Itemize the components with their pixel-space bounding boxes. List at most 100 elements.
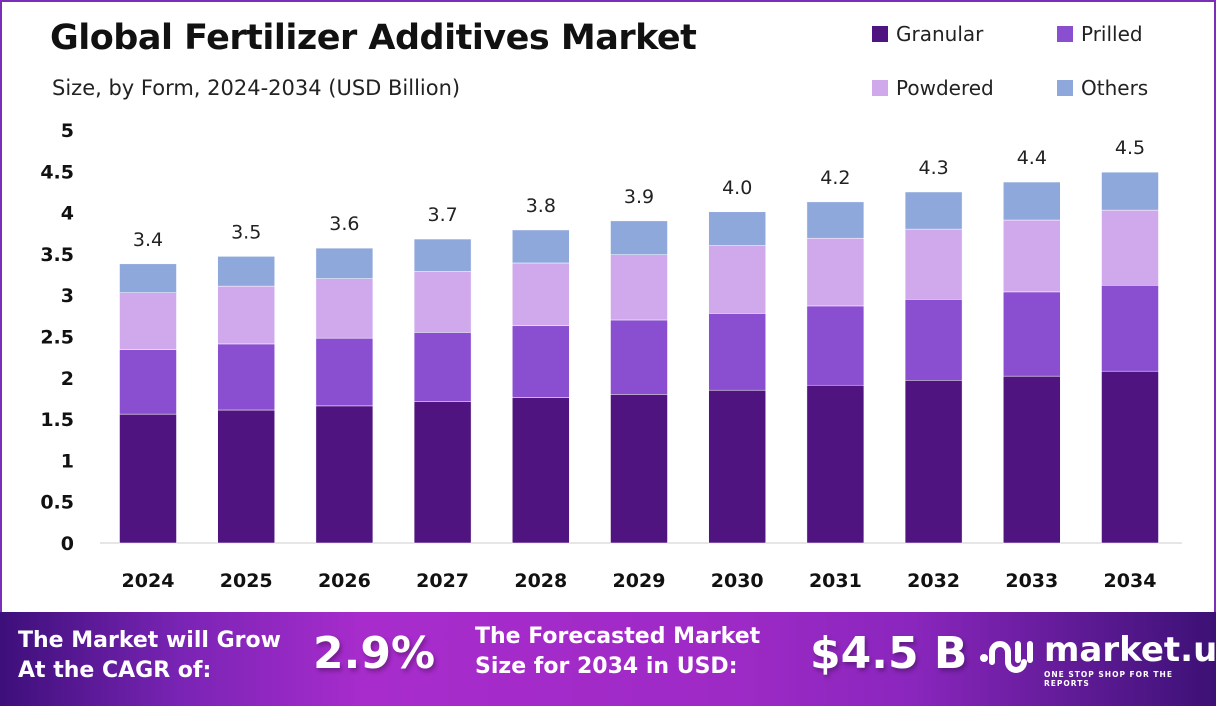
logo-name: market.us — [1044, 630, 1216, 670]
legend-label: Powdered — [896, 76, 994, 100]
bar-granular-2028 — [512, 397, 570, 544]
bar-powdered-2030 — [708, 245, 766, 314]
bar-prilled-2027 — [413, 332, 472, 403]
bar-others-2033 — [1003, 181, 1061, 221]
bar-prilled-2028 — [512, 325, 570, 398]
bar-granular-2032 — [904, 380, 963, 544]
bar-others-2034 — [1101, 171, 1159, 211]
bar-prilled-2033 — [1003, 291, 1061, 377]
bar-others-2028 — [512, 229, 570, 264]
bar-powdered-2026 — [315, 278, 374, 339]
total-label: 3.5 — [231, 221, 261, 243]
bar-others-2026 — [315, 247, 374, 279]
legend: Granular Prilled Powdered Others — [872, 22, 1192, 100]
market-us-logo-icon — [980, 641, 1033, 673]
x-tick-label: 2031 — [809, 570, 862, 592]
bar-chart: 0 0.5 1 1.5 2 2.5 3 3.5 4 4.5 5 3.4 2024 3.5 2025 3.6 20… — [40, 120, 1182, 592]
bar-prilled-2030 — [708, 313, 766, 391]
y-tick-label: 4 — [61, 203, 74, 225]
bar-granular-2027 — [413, 401, 472, 544]
bar-others-2030 — [708, 211, 766, 246]
bar-prilled-2025 — [217, 343, 275, 411]
cagr-label-line1: The Market will Grow — [18, 628, 281, 653]
x-tick-label: 2029 — [613, 570, 666, 592]
bar-prilled-2034 — [1101, 285, 1159, 372]
x-tick-label: 2027 — [416, 570, 469, 592]
logo-tagline: ONE STOP SHOP FOR THE REPORTS — [1044, 670, 1173, 688]
bar-prilled-2032 — [904, 299, 963, 381]
bar-granular-2029 — [610, 394, 668, 544]
bar-others-2025 — [217, 256, 275, 287]
legend-label: Prilled — [1081, 22, 1143, 46]
bar-powdered-2033 — [1003, 219, 1061, 293]
bar-granular-2024 — [119, 413, 177, 544]
bar-powdered-2027 — [413, 270, 472, 333]
forecast-label: The Forecasted Market Size for 2034 in U… — [475, 622, 760, 682]
bar-prilled-2029 — [610, 319, 668, 395]
forecast-label-line2: Size for 2034 in USD: — [475, 654, 738, 679]
legend-item-granular: Granular — [872, 22, 1057, 46]
bar-powdered-2034 — [1101, 209, 1159, 286]
cagr-value: 2.9% — [313, 628, 436, 679]
y-tick-label: 3 — [61, 285, 74, 307]
legend-swatch — [872, 26, 888, 42]
y-tick-label: 0.5 — [40, 492, 74, 514]
legend-label: Granular — [896, 22, 984, 46]
total-label: 4.3 — [918, 157, 948, 179]
bar-powdered-2032 — [904, 228, 963, 300]
total-label: 3.9 — [624, 186, 654, 208]
legend-item-powdered: Powdered — [872, 76, 1057, 100]
total-label: 3.8 — [526, 195, 556, 217]
bar-others-2032 — [904, 191, 963, 230]
bar-others-2024 — [119, 263, 177, 293]
forecast-label-line1: The Forecasted Market — [475, 624, 761, 649]
y-tick-label: 4.5 — [40, 161, 74, 183]
x-tick-label: 2026 — [318, 570, 371, 592]
bar-powdered-2028 — [512, 262, 570, 327]
x-tick-label: 2028 — [514, 570, 567, 592]
legend-swatch — [872, 80, 888, 96]
y-tick-label: 2 — [61, 368, 74, 390]
x-tick-label: 2030 — [711, 570, 764, 592]
legend-swatch — [1057, 80, 1073, 96]
bar-powdered-2031 — [806, 237, 865, 307]
cagr-label: The Market will Grow At the CAGR of: — [18, 626, 281, 686]
y-tick-label: 3.5 — [40, 244, 74, 266]
x-tick-label: 2032 — [907, 570, 960, 592]
bar-granular-2033 — [1003, 375, 1061, 544]
footer-banner: The Market will Grow At the CAGR of: 2.9… — [0, 612, 1216, 706]
total-label: 3.6 — [329, 213, 359, 235]
y-tick-label: 1 — [61, 450, 74, 472]
bar-granular-2026 — [315, 405, 374, 544]
bar-granular-2030 — [708, 389, 766, 544]
x-tick-label: 2033 — [1005, 570, 1058, 592]
total-label: 4.0 — [722, 177, 752, 199]
bar-powdered-2029 — [610, 254, 668, 321]
bar-granular-2025 — [217, 409, 275, 544]
y-tick-label: 1.5 — [40, 409, 74, 431]
bar-prilled-2026 — [315, 337, 374, 407]
total-label: 3.4 — [133, 229, 163, 251]
bar-granular-2031 — [806, 384, 865, 544]
y-tick-label: 5 — [61, 120, 74, 142]
forecast-value: $4.5 B — [810, 628, 968, 679]
total-label: 3.7 — [427, 204, 457, 226]
x-tick-label: 2034 — [1104, 570, 1157, 592]
bar-powdered-2025 — [217, 285, 275, 345]
legend-swatch — [1057, 26, 1073, 42]
total-label: 4.4 — [1017, 147, 1047, 169]
legend-item-prilled: Prilled — [1057, 22, 1192, 46]
total-label: 4.2 — [820, 167, 850, 189]
bar-others-2027 — [413, 238, 472, 272]
y-tick-label: 0 — [61, 533, 74, 555]
chart-title: Global Fertilizer Additives Market — [50, 18, 697, 58]
total-label: 4.5 — [1115, 137, 1145, 159]
x-tick-label: 2024 — [122, 570, 175, 592]
legend-item-others: Others — [1057, 76, 1192, 100]
legend-label: Others — [1081, 76, 1149, 100]
bar-granular-2034 — [1101, 370, 1159, 544]
y-tick-label: 2.5 — [40, 327, 74, 349]
cagr-label-line2: At the CAGR of: — [18, 658, 212, 683]
bar-others-2031 — [806, 201, 865, 239]
